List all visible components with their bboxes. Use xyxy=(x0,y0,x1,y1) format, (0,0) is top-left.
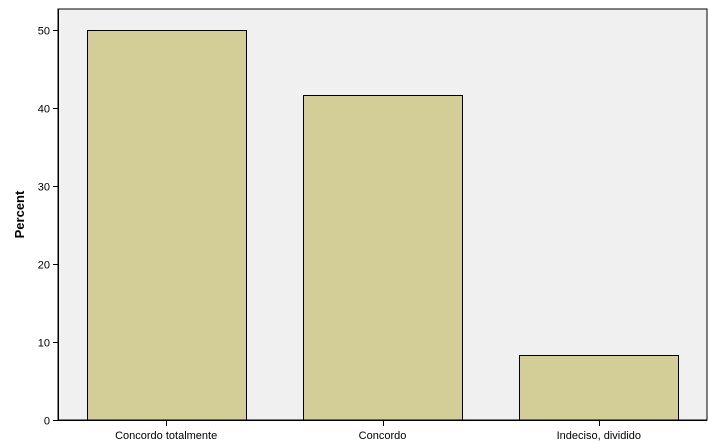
y-tick-label: 0 xyxy=(44,416,50,428)
y-tick-label: 40 xyxy=(38,104,50,116)
x-tick-label: Concordo totalmente xyxy=(115,430,217,442)
y-axis-ticks: 0 10 20 30 40 50 xyxy=(38,26,58,428)
y-tick-label: 20 xyxy=(38,260,50,272)
bar xyxy=(519,355,679,421)
x-axis-ticks: Concordo totalmente Concordo Indeciso, div… xyxy=(115,420,641,442)
y-tick-label: 10 xyxy=(38,338,50,350)
bars xyxy=(87,30,679,421)
x-tick-label: Indeciso, dividido xyxy=(557,430,641,442)
y-tick-label: 50 xyxy=(38,26,50,38)
bar xyxy=(303,95,463,421)
y-tick-label: 30 xyxy=(38,182,50,194)
x-tick-label: Concordo xyxy=(359,430,407,442)
bar xyxy=(87,30,247,421)
y-axis-label: Percent xyxy=(12,190,27,238)
